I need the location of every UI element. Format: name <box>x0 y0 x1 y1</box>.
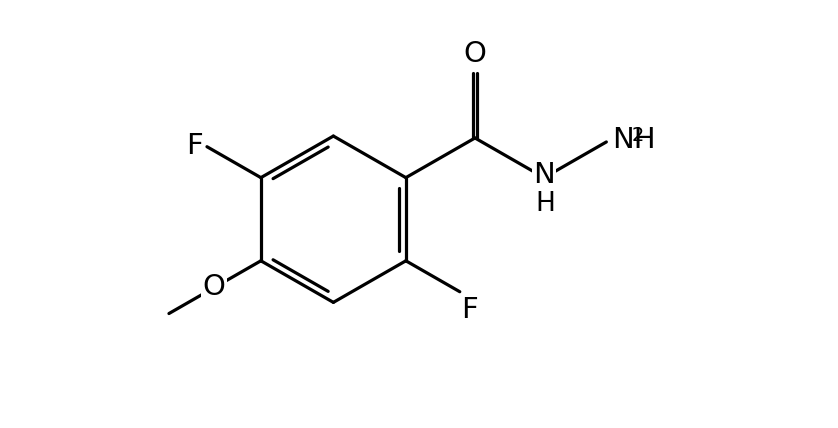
Text: O: O <box>203 273 225 301</box>
Text: F: F <box>186 132 203 160</box>
Text: O: O <box>463 40 486 68</box>
Text: 2: 2 <box>632 125 644 145</box>
Text: H: H <box>535 191 555 217</box>
Text: NH: NH <box>613 126 656 155</box>
Text: F: F <box>462 296 478 324</box>
Text: N: N <box>533 161 555 189</box>
